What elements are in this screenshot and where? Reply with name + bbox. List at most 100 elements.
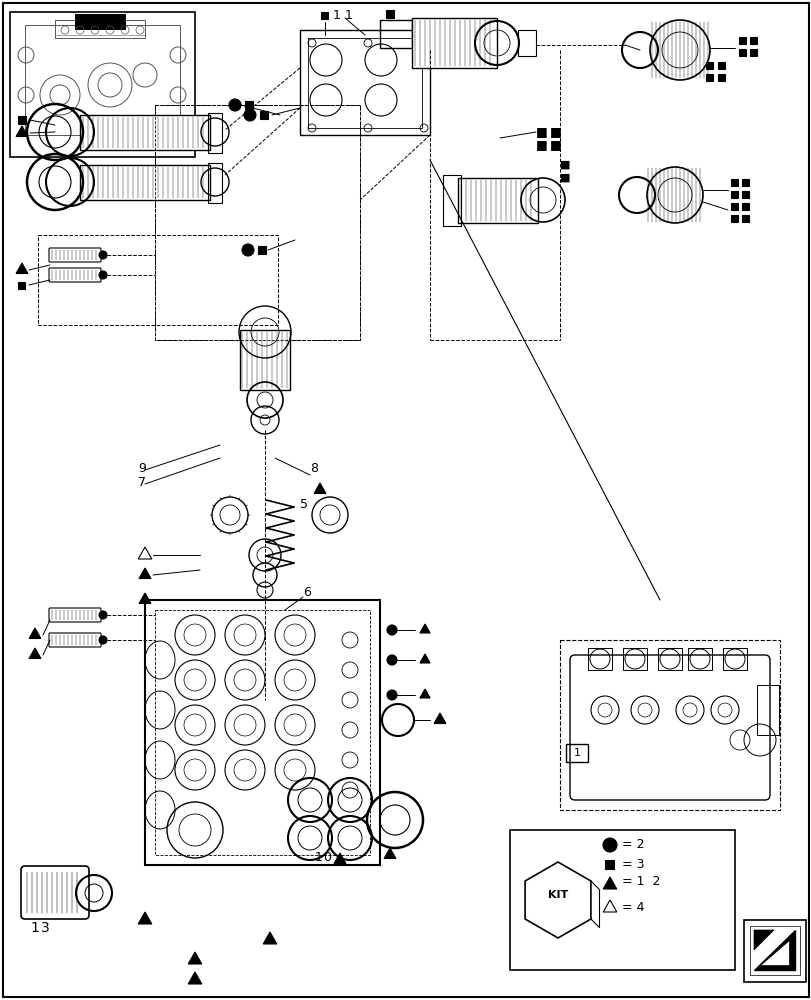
- Bar: [605, 860, 614, 869]
- Bar: [718, 62, 724, 69]
- Text: ■: ■: [549, 126, 561, 139]
- Bar: [25, 25, 180, 135]
- Polygon shape: [188, 952, 202, 964]
- Bar: [749, 49, 757, 56]
- Polygon shape: [29, 648, 41, 658]
- Circle shape: [387, 655, 397, 665]
- Polygon shape: [16, 263, 28, 273]
- Bar: [739, 37, 745, 44]
- Bar: [80, 115, 210, 150]
- Text: ■: ■: [549, 139, 561, 152]
- Bar: [622, 648, 646, 670]
- Polygon shape: [753, 930, 794, 970]
- Text: 5: 5: [299, 498, 307, 512]
- Text: ■: ■: [560, 160, 570, 170]
- Bar: [321, 12, 328, 19]
- Polygon shape: [753, 930, 773, 950]
- Circle shape: [99, 271, 107, 279]
- FancyArrowPatch shape: [212, 505, 214, 506]
- FancyBboxPatch shape: [49, 633, 101, 647]
- Bar: [145, 600, 380, 865]
- Text: 1: 1: [30, 921, 39, 935]
- Bar: [457, 178, 538, 223]
- Bar: [75, 14, 125, 29]
- Circle shape: [229, 99, 241, 111]
- FancyBboxPatch shape: [49, 608, 101, 622]
- Text: = 1  2: = 1 2: [621, 876, 659, 888]
- Bar: [509, 830, 734, 970]
- Bar: [741, 179, 749, 186]
- Bar: [731, 202, 737, 210]
- Text: 8: 8: [310, 462, 318, 475]
- Bar: [411, 18, 496, 68]
- Polygon shape: [333, 853, 345, 863]
- FancyBboxPatch shape: [49, 268, 101, 282]
- FancyArrowPatch shape: [245, 524, 247, 525]
- Bar: [706, 62, 713, 69]
- Bar: [741, 191, 749, 198]
- Text: 3: 3: [41, 921, 49, 935]
- Polygon shape: [603, 877, 616, 889]
- Bar: [208, 113, 221, 153]
- Circle shape: [387, 690, 397, 700]
- Bar: [80, 165, 210, 200]
- FancyArrowPatch shape: [238, 498, 240, 500]
- Text: ■: ■: [560, 173, 570, 183]
- Polygon shape: [749, 926, 799, 975]
- Bar: [587, 648, 611, 670]
- Bar: [19, 282, 25, 288]
- Bar: [258, 246, 266, 254]
- Text: 1: 1: [573, 748, 580, 758]
- Bar: [687, 648, 711, 670]
- Bar: [731, 215, 737, 222]
- Bar: [749, 37, 757, 44]
- FancyBboxPatch shape: [21, 866, 89, 919]
- Bar: [739, 49, 745, 56]
- Bar: [756, 685, 778, 735]
- Text: 7: 7: [138, 476, 146, 488]
- FancyArrowPatch shape: [220, 498, 221, 500]
- Text: = 3: = 3: [621, 858, 644, 871]
- Circle shape: [387, 625, 397, 635]
- Text: 1: 1: [315, 851, 323, 864]
- Bar: [38, 235, 277, 325]
- Bar: [706, 74, 713, 81]
- Circle shape: [242, 244, 254, 256]
- Bar: [208, 163, 221, 203]
- Text: 0: 0: [323, 851, 331, 864]
- FancyArrowPatch shape: [238, 530, 240, 532]
- Polygon shape: [384, 848, 396, 858]
- Circle shape: [99, 611, 107, 619]
- Bar: [560, 640, 779, 810]
- Polygon shape: [525, 862, 590, 938]
- FancyBboxPatch shape: [569, 655, 769, 800]
- Bar: [155, 105, 359, 340]
- Bar: [18, 116, 26, 124]
- Bar: [731, 191, 737, 198]
- Polygon shape: [314, 483, 325, 493]
- Bar: [55, 20, 145, 38]
- Bar: [741, 215, 749, 222]
- Bar: [155, 610, 370, 855]
- Polygon shape: [263, 932, 277, 944]
- FancyArrowPatch shape: [212, 524, 214, 525]
- Bar: [722, 648, 746, 670]
- Bar: [260, 111, 268, 119]
- Polygon shape: [419, 654, 430, 663]
- Bar: [380, 20, 411, 48]
- Circle shape: [243, 109, 255, 121]
- Polygon shape: [188, 972, 202, 984]
- Bar: [731, 179, 737, 186]
- Bar: [10, 12, 195, 157]
- Bar: [240, 330, 290, 390]
- Polygon shape: [759, 940, 788, 965]
- Bar: [743, 920, 805, 982]
- Text: 6: 6: [303, 585, 311, 598]
- Polygon shape: [419, 624, 430, 633]
- Bar: [657, 648, 681, 670]
- Bar: [443, 175, 461, 226]
- Polygon shape: [419, 689, 430, 698]
- Polygon shape: [139, 568, 151, 578]
- Bar: [307, 38, 422, 128]
- Text: = 2: = 2: [621, 838, 644, 851]
